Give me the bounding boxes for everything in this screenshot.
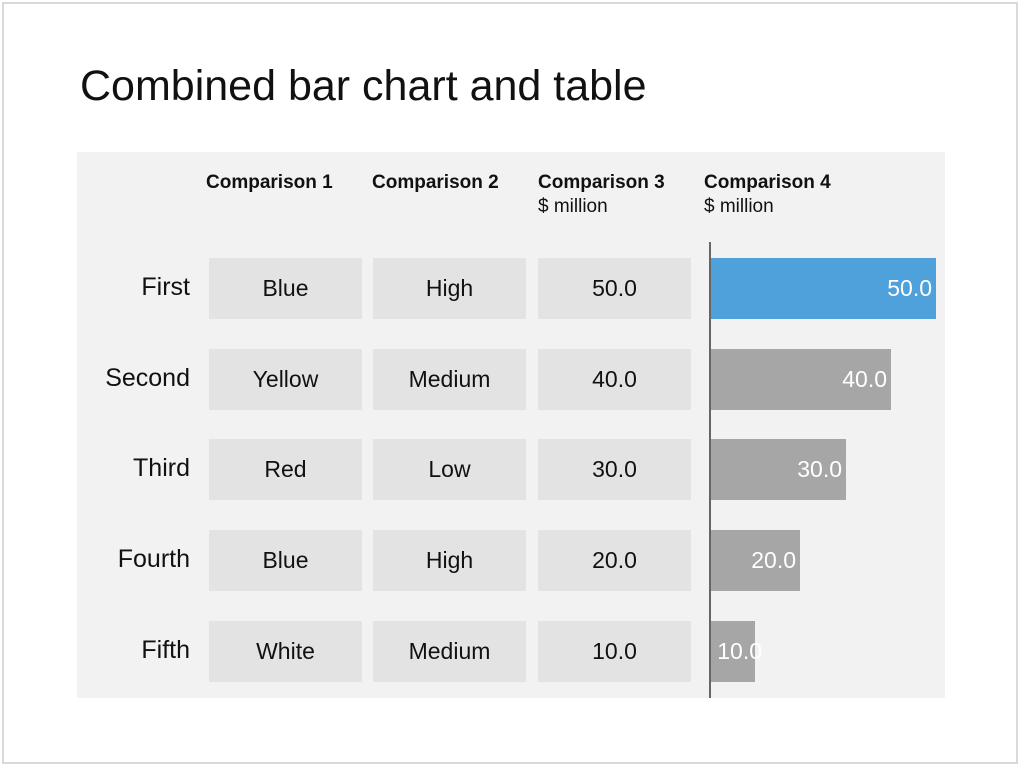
column-header-3: Comparison 3 $ million (538, 172, 698, 218)
page-title: Combined bar chart and table (80, 62, 647, 110)
column-header-1: Comparison 1 (206, 172, 366, 194)
column-header-3-title: Comparison 3 (538, 172, 665, 193)
bar-value-label-first: 50.0 (887, 275, 932, 301)
row-label-second: Second (105, 364, 190, 392)
column-header-1-title: Comparison 1 (206, 172, 333, 193)
table-cell-fourth-comparison-2: High (373, 530, 526, 591)
column-header-2: Comparison 2 (372, 172, 532, 194)
bar-first (710, 258, 936, 319)
table-cell-second-comparison-1: Yellow (209, 349, 362, 410)
table-cell-fifth-comparison-3: 10.0 (538, 621, 691, 682)
row-label-first: First (141, 273, 190, 301)
table-cell-third-comparison-3: 30.0 (538, 439, 691, 500)
table-cell-first-comparison-3: 50.0 (538, 258, 691, 319)
table-cell-fifth-comparison-2: Medium (373, 621, 526, 682)
table-cell-first-comparison-1: Blue (209, 258, 362, 319)
bar-value-label-third: 30.0 (797, 456, 842, 482)
bar-chart-axis (709, 242, 711, 698)
bar-value-label-second: 40.0 (842, 366, 887, 392)
table-cell-third-comparison-1: Red (209, 439, 362, 500)
table-cell-fourth-comparison-3: 20.0 (538, 530, 691, 591)
bar-fourth (710, 530, 800, 591)
bar-value-label-fifth: 10.0 (717, 638, 762, 664)
bar-value-label-fourth: 20.0 (751, 547, 796, 573)
column-header-3-unit: $ million (538, 196, 608, 217)
row-label-fourth: Fourth (117, 545, 190, 573)
table-cell-fifth-comparison-1: White (209, 621, 362, 682)
bar-third (710, 439, 846, 500)
table-cell-third-comparison-2: Low (373, 439, 526, 500)
column-header-4-unit: $ million (704, 196, 774, 217)
table-cell-fourth-comparison-1: Blue (209, 530, 362, 591)
table-cell-second-comparison-3: 40.0 (538, 349, 691, 410)
table-cell-first-comparison-2: High (373, 258, 526, 319)
table-cell-second-comparison-2: Medium (373, 349, 526, 410)
row-label-third: Third (133, 454, 190, 482)
row-label-fifth: Fifth (141, 636, 190, 664)
bar-second (710, 349, 891, 410)
column-header-2-title: Comparison 2 (372, 172, 499, 193)
column-header-4: Comparison 4 $ million (704, 172, 864, 218)
chart-table-panel (77, 152, 945, 698)
bar-fifth (710, 621, 755, 682)
column-header-4-title: Comparison 4 (704, 172, 831, 193)
